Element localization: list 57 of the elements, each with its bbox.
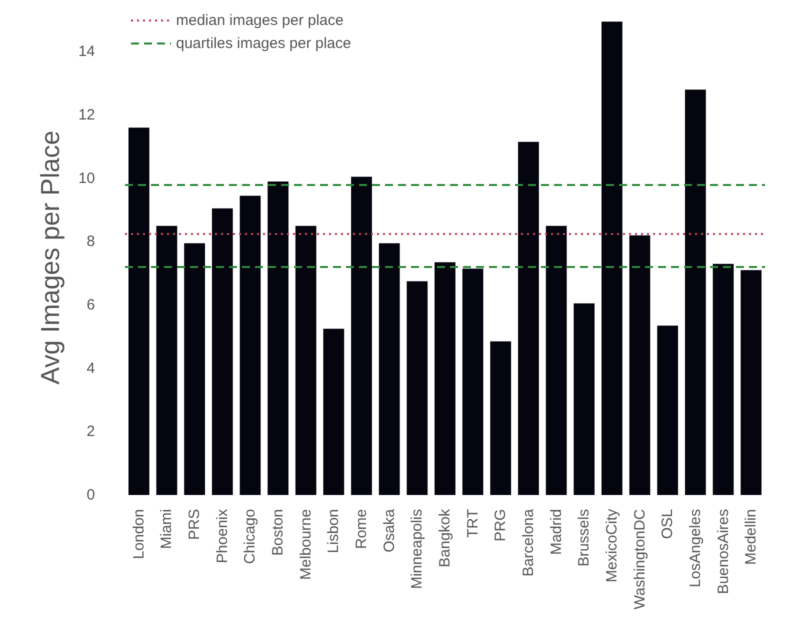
x-tick-label: Minneapolis xyxy=(408,509,426,590)
bar xyxy=(518,142,539,495)
bar xyxy=(212,208,233,495)
bar xyxy=(156,226,178,495)
x-tick-label: London xyxy=(130,509,148,560)
bar xyxy=(184,243,205,495)
y-axis-title: Avg Images per Place xyxy=(35,130,65,384)
bar xyxy=(295,226,316,495)
x-tick-label: Miami xyxy=(158,509,176,549)
x-tick-label: Osaka xyxy=(380,508,398,552)
y-tick-label: 2 xyxy=(86,423,95,440)
y-tick-label: 6 xyxy=(86,296,95,314)
bar xyxy=(434,262,456,495)
x-tick-label: Madrid xyxy=(548,509,565,555)
x-tick-label: Brussels xyxy=(576,509,593,567)
bar xyxy=(602,22,622,495)
x-tick-label: BuenosAires xyxy=(714,509,732,594)
x-tick-label: PRS xyxy=(186,509,204,540)
bar xyxy=(462,268,484,495)
x-tick-label: Melbourne xyxy=(297,509,314,580)
bar xyxy=(546,226,567,495)
legend-label: median images per place xyxy=(176,12,344,29)
x-tick-label: Barcelona xyxy=(520,508,537,577)
x-tick-label: WashingtonDC xyxy=(631,508,648,610)
x-tick-label: Rome xyxy=(353,509,370,550)
bar xyxy=(378,243,400,495)
bar xyxy=(268,182,288,495)
bar xyxy=(240,196,261,495)
x-tick-label: LosAngeles xyxy=(686,509,704,588)
bar xyxy=(128,128,150,495)
y-tick-label: 8 xyxy=(86,233,95,250)
bar xyxy=(406,281,428,495)
bar xyxy=(574,303,595,495)
x-tick-label: Lisbon xyxy=(325,509,342,554)
legend-label: quartiles images per place xyxy=(176,35,352,52)
x-tick-label: PRG xyxy=(492,509,510,542)
bar xyxy=(685,90,706,495)
x-tick-label: Boston xyxy=(270,509,287,556)
x-tick-label: Phoenix xyxy=(214,508,231,564)
y-tick-label: 12 xyxy=(78,106,95,124)
bar xyxy=(490,341,512,495)
x-tick-label: Medellin xyxy=(742,509,760,565)
bar xyxy=(323,328,344,495)
bar xyxy=(657,326,678,495)
bar xyxy=(629,235,650,495)
y-tick-label: 10 xyxy=(78,170,95,187)
x-tick-label: Chicago xyxy=(242,509,259,564)
x-tick-label: TRT xyxy=(464,509,482,538)
y-tick-label: 0 xyxy=(86,486,95,504)
bar xyxy=(740,270,762,495)
bar xyxy=(712,264,734,495)
x-tick-label: OSL xyxy=(659,509,676,540)
x-tick-label: MexicoCity xyxy=(603,508,620,582)
x-tick-label: Bangkok xyxy=(436,508,454,568)
y-tick-label: 4 xyxy=(86,360,95,377)
bar xyxy=(351,176,372,495)
y-tick-label: 14 xyxy=(78,43,95,60)
